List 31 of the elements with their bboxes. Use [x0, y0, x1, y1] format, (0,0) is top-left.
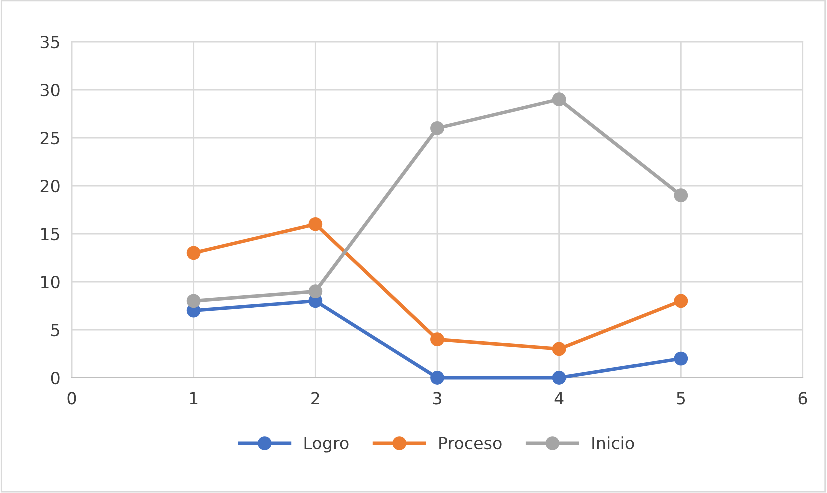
y-tick-label: 0: [51, 372, 60, 385]
y-tick-label: 15: [42, 228, 60, 241]
y-tick-label: 25: [40, 132, 60, 145]
x-tick-label: 5: [677, 392, 686, 405]
point: [674, 294, 688, 308]
x-tick-label: 1: [190, 392, 198, 405]
point: [186, 246, 201, 260]
legend-label: Logro: [304, 437, 349, 453]
point: [430, 121, 444, 136]
point: [552, 342, 566, 356]
x-tick-label: 6: [798, 392, 808, 405]
point: [552, 371, 566, 385]
legend-label: Proceso: [440, 437, 502, 450]
y-tick-label: 30: [40, 84, 60, 97]
legend-label: Inicio: [592, 436, 634, 450]
y-tick-label: 5: [52, 324, 60, 337]
point: [674, 188, 688, 203]
x-tick-label: 0: [68, 392, 76, 405]
y-tick-label: 35: [40, 36, 60, 49]
x-tick-label: 3: [433, 392, 442, 405]
point: [308, 217, 323, 232]
point: [430, 332, 444, 347]
point: [552, 92, 566, 107]
point: [430, 371, 444, 385]
y-tick-label: 10: [42, 276, 60, 289]
point: [674, 352, 688, 366]
x-tick-label: 2: [312, 392, 320, 405]
point: [186, 294, 201, 308]
point: [308, 284, 323, 299]
y-tick-label: 20: [40, 180, 60, 193]
x-tick-label: 4: [554, 392, 564, 405]
